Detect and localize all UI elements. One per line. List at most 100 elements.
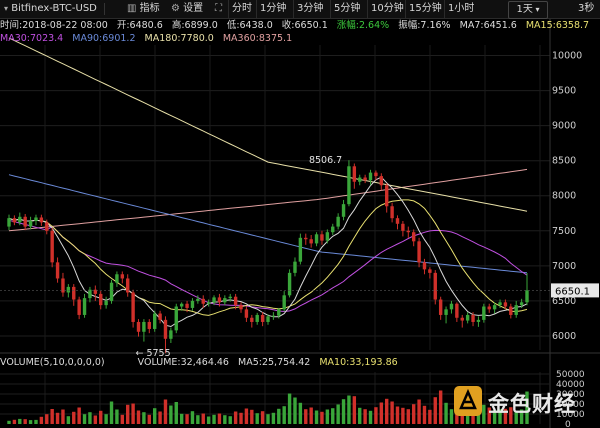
refresh-interval[interactable]: 3秒	[578, 0, 594, 18]
candle-body	[428, 269, 432, 273]
settings-button[interactable]: ⚙ 设置	[171, 0, 203, 18]
candle-body	[72, 286, 76, 300]
jinse-logo-icon	[454, 386, 482, 416]
volume-bar	[115, 409, 119, 424]
candle-body	[352, 166, 357, 182]
candle-body	[163, 319, 168, 339]
symbol-label: Bitfinex-BTC-USD	[11, 3, 97, 14]
volume-bar	[93, 415, 98, 424]
candle-body	[298, 237, 303, 262]
candle-body	[152, 313, 157, 329]
interval-2[interactable]: 3分钟	[293, 0, 323, 18]
candle-body	[99, 293, 103, 306]
volume-tick-label: 20000	[556, 400, 585, 410]
candle-body	[503, 302, 508, 307]
candle-body	[444, 309, 448, 315]
candle-body	[233, 296, 238, 306]
last-price-tag	[551, 283, 599, 298]
volume-bar	[50, 409, 54, 424]
volume-bar	[217, 413, 222, 424]
candle-body	[336, 216, 340, 227]
candle-body	[379, 176, 384, 186]
price-tick-label: 8000	[552, 191, 576, 202]
volume-bar	[34, 419, 38, 424]
candle-body	[142, 321, 146, 332]
candle-body	[476, 319, 481, 322]
candle-body	[12, 218, 17, 223]
ma-info-line: MA30:7023.4 MA90:6901.2 MA180:7780.0 MA3…	[0, 32, 298, 45]
chevron-down-icon: ▾	[532, 5, 540, 14]
volume-bar	[492, 410, 497, 424]
candle-body	[120, 274, 125, 279]
info-low: 低:6438.0	[226, 20, 273, 31]
candle-body	[93, 289, 98, 294]
candle-body	[271, 315, 276, 317]
volume-bar	[320, 411, 324, 424]
candle-body	[347, 166, 351, 205]
candle-body	[109, 282, 114, 301]
interval-1[interactable]: 1分钟	[256, 0, 286, 18]
ma360-line	[8, 168, 528, 232]
info-time: 时间:2018-08-22 08:00	[0, 20, 108, 31]
candle-body	[509, 306, 513, 315]
candle-body	[471, 314, 475, 322]
chevron-down-icon: ▾	[4, 4, 9, 13]
candle-body	[422, 262, 427, 270]
volume-bar	[331, 408, 335, 424]
symbol-selector[interactable]: ▾ Bitfinex-BTC-USD	[4, 0, 97, 18]
volume-bar	[304, 409, 308, 424]
volume-bar	[352, 396, 357, 424]
candle-body	[406, 230, 410, 233]
candle-body	[417, 241, 421, 263]
indicator-button[interactable]: ▥ 指标	[127, 0, 160, 18]
active-interval-select[interactable]: 1天 ▾	[508, 1, 548, 19]
volume-bar	[109, 401, 114, 424]
volume-bar	[136, 410, 141, 424]
volume-bar	[509, 407, 513, 424]
candle-body	[314, 234, 319, 244]
info-ma7: MA7:6451.6	[459, 20, 517, 31]
volume-bar	[131, 403, 135, 424]
volume-bar	[374, 407, 378, 424]
volume-bar	[503, 408, 508, 424]
volume-bar	[341, 399, 346, 424]
interval-3[interactable]: 5分钟	[330, 0, 360, 18]
interval-4[interactable]: 10分钟	[367, 0, 404, 18]
candle-body	[147, 321, 151, 329]
price-tick-label: 9000	[552, 121, 576, 132]
candle-body	[260, 314, 265, 322]
candle-body	[185, 303, 189, 308]
interval-6[interactable]: 1小时	[444, 0, 474, 18]
volume-bar	[514, 410, 518, 424]
volume-bar	[169, 405, 173, 424]
ohlc-info-line: 时间:2018-08-22 08:00 开:6480.6 高:6899.0 低:…	[0, 19, 595, 32]
candle-body	[266, 316, 270, 322]
interval-label: 分时	[232, 3, 252, 14]
candle-body	[77, 299, 81, 315]
volume-bar	[201, 413, 205, 424]
candle-body	[460, 317, 464, 321]
candle-body	[7, 218, 11, 227]
candle-body	[23, 216, 27, 227]
ma15-line	[8, 199, 528, 316]
candle-body	[131, 292, 135, 322]
volume-bar	[250, 409, 254, 424]
volume-bar	[293, 397, 297, 424]
candle-body	[482, 306, 486, 320]
volume-bar	[120, 414, 125, 424]
candle-body	[126, 278, 130, 293]
volume-bar	[163, 399, 168, 424]
volume-tick-label: 50000	[556, 370, 585, 380]
volume-bar	[88, 412, 92, 424]
volume-tick-label: 40000	[556, 380, 585, 390]
watermark: 金色财经	[452, 380, 600, 424]
volume-bar	[72, 411, 76, 424]
candle-body	[55, 262, 60, 279]
volume-bar	[45, 414, 49, 424]
interval-5[interactable]: 15分钟	[405, 0, 442, 18]
volume-bar	[428, 409, 432, 424]
interval-0[interactable]: 分时	[228, 0, 252, 18]
volume-tick-label: 10000	[556, 410, 585, 420]
fullscreen-button[interactable]: ⛶	[215, 0, 222, 18]
